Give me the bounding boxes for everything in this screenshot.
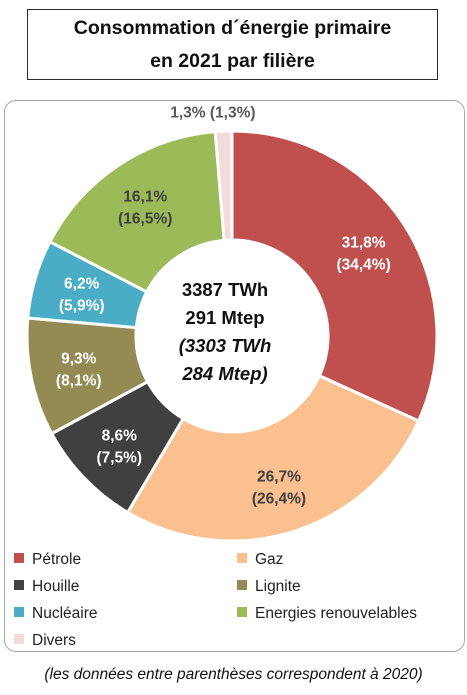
slice-label-2021-lignite: 9,3% bbox=[61, 351, 97, 368]
slice-label-2021-petrole: 31,8% bbox=[342, 234, 386, 251]
legend-label: Gaz bbox=[255, 551, 284, 568]
donut-slice-petrole bbox=[230, 129, 439, 423]
legend-swatch-gaz bbox=[237, 553, 247, 563]
slice-label-2021-houille: 8,6% bbox=[102, 428, 138, 445]
donut-slice-gaz bbox=[125, 373, 421, 543]
slice-label-2021-nucleaire: 6,2% bbox=[64, 275, 100, 292]
legend-item-divers: Divers bbox=[14, 632, 76, 650]
center-total-mtep: 291 Mtep bbox=[185, 307, 264, 328]
slice-label-2020-lignite: (8,1%) bbox=[56, 373, 102, 390]
legend-label: Nucléaire bbox=[32, 605, 98, 622]
slice-label-divers: 1,3% (1,3%) bbox=[170, 105, 255, 122]
slice-label-2020-energies-renouvelables: (16,5%) bbox=[118, 211, 172, 228]
legend-swatch-petrole bbox=[14, 553, 24, 563]
legend-label: Divers bbox=[32, 632, 76, 649]
legend-label: Lignite bbox=[255, 578, 301, 595]
legend-label: Pétrole bbox=[32, 551, 82, 568]
legend-swatch-houille bbox=[14, 580, 24, 590]
center-2020-mtep: 284 Mtep) bbox=[181, 363, 267, 384]
slice-label-2021-energies-renouvelables: 16,1% bbox=[123, 189, 167, 206]
legend-swatch-divers bbox=[14, 634, 24, 644]
slice-label-2020-nucleaire: (5,9%) bbox=[59, 297, 105, 314]
slice-label-2020-petrole: (34,4%) bbox=[336, 256, 390, 273]
legend-swatch-nucleaire bbox=[14, 607, 24, 617]
footnote: (les données entre parenthèses correspon… bbox=[44, 666, 423, 683]
slice-label-2020-houille: (7,5%) bbox=[96, 450, 142, 467]
legend-item-energies-renouvelables: Energies renouvelables bbox=[237, 605, 417, 623]
chart-title-box: Consommation d´énergie primaire en 2021 … bbox=[27, 9, 438, 80]
legend-label: Houille bbox=[32, 578, 80, 595]
chart-title-line-1: Consommation d´énergie primaire bbox=[73, 17, 392, 39]
legend-item-lignite: Lignite bbox=[237, 578, 301, 596]
legend-swatch-lignite bbox=[237, 580, 247, 590]
legend-swatch-energies-renouvelables bbox=[237, 607, 247, 617]
legend-label: Energies renouvelables bbox=[255, 605, 417, 622]
donut-slice-energies-renouvelables bbox=[47, 130, 226, 294]
legend-item-nucleaire: Nucléaire bbox=[14, 605, 97, 623]
center-total-twh: 3387 TWh bbox=[182, 279, 268, 300]
chart-title-line-2: en 2021 par filière bbox=[150, 50, 315, 72]
center-2020-twh: (3303 TWh bbox=[179, 335, 272, 356]
legend-item-houille: Houille bbox=[14, 578, 79, 596]
legend-item-petrole: Pétrole bbox=[14, 551, 81, 569]
slice-label-2021-gaz: 26,7% bbox=[257, 468, 301, 485]
slice-label-2020-gaz: (26,4%) bbox=[252, 490, 306, 507]
legend-item-gaz: Gaz bbox=[237, 551, 283, 569]
donut-slice-divers bbox=[213, 129, 234, 242]
